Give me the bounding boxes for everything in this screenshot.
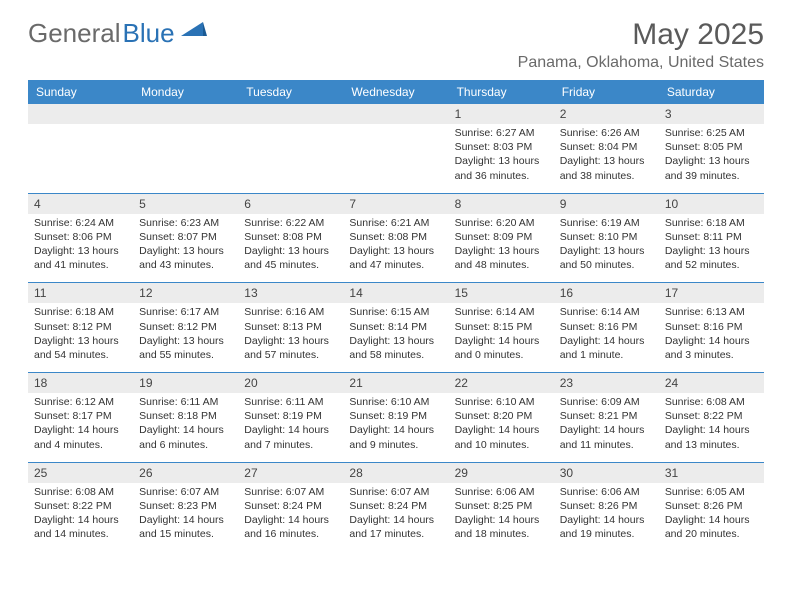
day-data-row: Sunrise: 6:18 AMSunset: 8:12 PMDaylight:… (28, 303, 764, 372)
day-number-cell: 31 (659, 462, 764, 483)
col-mon: Monday (133, 80, 238, 104)
day-data-cell: Sunrise: 6:06 AMSunset: 8:25 PMDaylight:… (449, 483, 554, 552)
day-number-cell: 11 (28, 283, 133, 304)
day-data-row: Sunrise: 6:12 AMSunset: 8:17 PMDaylight:… (28, 393, 764, 462)
day-data-cell: Sunrise: 6:23 AMSunset: 8:07 PMDaylight:… (133, 214, 238, 283)
day-number-cell (133, 104, 238, 124)
logo-text-1: General (28, 18, 121, 49)
day-data-cell: Sunrise: 6:24 AMSunset: 8:06 PMDaylight:… (28, 214, 133, 283)
day-data-cell: Sunrise: 6:26 AMSunset: 8:04 PMDaylight:… (554, 124, 659, 193)
day-data-cell: Sunrise: 6:08 AMSunset: 8:22 PMDaylight:… (659, 393, 764, 462)
day-number-cell: 13 (238, 283, 343, 304)
day-number-cell: 5 (133, 193, 238, 214)
day-data-row: Sunrise: 6:27 AMSunset: 8:03 PMDaylight:… (28, 124, 764, 193)
daynum-row: 45678910 (28, 193, 764, 214)
daynum-row: 123 (28, 104, 764, 124)
day-data-cell (238, 124, 343, 193)
col-wed: Wednesday (343, 80, 448, 104)
day-data-row: Sunrise: 6:24 AMSunset: 8:06 PMDaylight:… (28, 214, 764, 283)
day-number-cell: 30 (554, 462, 659, 483)
day-data-cell: Sunrise: 6:25 AMSunset: 8:05 PMDaylight:… (659, 124, 764, 193)
day-number-cell: 28 (343, 462, 448, 483)
day-number-cell: 21 (343, 373, 448, 394)
day-data-cell: Sunrise: 6:14 AMSunset: 8:15 PMDaylight:… (449, 303, 554, 372)
day-data-cell (133, 124, 238, 193)
day-data-cell: Sunrise: 6:07 AMSunset: 8:23 PMDaylight:… (133, 483, 238, 552)
day-data-cell: Sunrise: 6:18 AMSunset: 8:12 PMDaylight:… (28, 303, 133, 372)
location-text: Panama, Oklahoma, United States (518, 54, 764, 72)
day-data-cell: Sunrise: 6:17 AMSunset: 8:12 PMDaylight:… (133, 303, 238, 372)
day-data-row: Sunrise: 6:08 AMSunset: 8:22 PMDaylight:… (28, 483, 764, 552)
day-data-cell: Sunrise: 6:10 AMSunset: 8:20 PMDaylight:… (449, 393, 554, 462)
title-block: May 2025 Panama, Oklahoma, United States (518, 18, 764, 72)
day-data-cell: Sunrise: 6:16 AMSunset: 8:13 PMDaylight:… (238, 303, 343, 372)
calendar-table: Sunday Monday Tuesday Wednesday Thursday… (28, 80, 764, 551)
day-number-cell: 18 (28, 373, 133, 394)
month-title: May 2025 (518, 18, 764, 52)
day-number-cell: 9 (554, 193, 659, 214)
day-data-cell (28, 124, 133, 193)
day-number-cell (343, 104, 448, 124)
day-number-cell: 22 (449, 373, 554, 394)
day-data-cell: Sunrise: 6:07 AMSunset: 8:24 PMDaylight:… (238, 483, 343, 552)
day-number-cell: 16 (554, 283, 659, 304)
day-data-cell: Sunrise: 6:13 AMSunset: 8:16 PMDaylight:… (659, 303, 764, 372)
day-data-cell: Sunrise: 6:12 AMSunset: 8:17 PMDaylight:… (28, 393, 133, 462)
logo: GeneralBlue (28, 18, 207, 49)
day-number-cell: 1 (449, 104, 554, 124)
day-data-cell: Sunrise: 6:07 AMSunset: 8:24 PMDaylight:… (343, 483, 448, 552)
logo-text-2: Blue (123, 18, 175, 49)
col-sun: Sunday (28, 80, 133, 104)
day-number-cell: 7 (343, 193, 448, 214)
col-sat: Saturday (659, 80, 764, 104)
day-number-cell: 4 (28, 193, 133, 214)
daynum-row: 25262728293031 (28, 462, 764, 483)
col-tue: Tuesday (238, 80, 343, 104)
day-data-cell: Sunrise: 6:11 AMSunset: 8:18 PMDaylight:… (133, 393, 238, 462)
logo-triangle-icon (181, 22, 207, 45)
day-number-cell: 19 (133, 373, 238, 394)
day-number-cell: 14 (343, 283, 448, 304)
col-fri: Friday (554, 80, 659, 104)
weekday-header-row: Sunday Monday Tuesday Wednesday Thursday… (28, 80, 764, 104)
day-number-cell: 3 (659, 104, 764, 124)
day-number-cell: 15 (449, 283, 554, 304)
day-data-cell: Sunrise: 6:10 AMSunset: 8:19 PMDaylight:… (343, 393, 448, 462)
day-number-cell: 24 (659, 373, 764, 394)
daynum-row: 11121314151617 (28, 283, 764, 304)
day-number-cell: 10 (659, 193, 764, 214)
day-number-cell: 27 (238, 462, 343, 483)
header: GeneralBlue May 2025 Panama, Oklahoma, U… (28, 18, 764, 72)
day-data-cell: Sunrise: 6:14 AMSunset: 8:16 PMDaylight:… (554, 303, 659, 372)
day-number-cell: 23 (554, 373, 659, 394)
day-data-cell: Sunrise: 6:08 AMSunset: 8:22 PMDaylight:… (28, 483, 133, 552)
day-number-cell: 6 (238, 193, 343, 214)
day-data-cell: Sunrise: 6:15 AMSunset: 8:14 PMDaylight:… (343, 303, 448, 372)
day-number-cell: 26 (133, 462, 238, 483)
daynum-row: 18192021222324 (28, 373, 764, 394)
day-data-cell: Sunrise: 6:22 AMSunset: 8:08 PMDaylight:… (238, 214, 343, 283)
day-data-cell: Sunrise: 6:21 AMSunset: 8:08 PMDaylight:… (343, 214, 448, 283)
day-data-cell: Sunrise: 6:27 AMSunset: 8:03 PMDaylight:… (449, 124, 554, 193)
day-number-cell: 25 (28, 462, 133, 483)
day-data-cell: Sunrise: 6:05 AMSunset: 8:26 PMDaylight:… (659, 483, 764, 552)
day-number-cell (28, 104, 133, 124)
day-data-cell: Sunrise: 6:18 AMSunset: 8:11 PMDaylight:… (659, 214, 764, 283)
day-data-cell: Sunrise: 6:20 AMSunset: 8:09 PMDaylight:… (449, 214, 554, 283)
day-number-cell: 17 (659, 283, 764, 304)
day-number-cell: 29 (449, 462, 554, 483)
day-data-cell (343, 124, 448, 193)
col-thu: Thursday (449, 80, 554, 104)
day-number-cell: 2 (554, 104, 659, 124)
day-number-cell: 12 (133, 283, 238, 304)
day-number-cell: 20 (238, 373, 343, 394)
day-data-cell: Sunrise: 6:09 AMSunset: 8:21 PMDaylight:… (554, 393, 659, 462)
day-data-cell: Sunrise: 6:06 AMSunset: 8:26 PMDaylight:… (554, 483, 659, 552)
day-data-cell: Sunrise: 6:19 AMSunset: 8:10 PMDaylight:… (554, 214, 659, 283)
day-number-cell (238, 104, 343, 124)
day-number-cell: 8 (449, 193, 554, 214)
day-data-cell: Sunrise: 6:11 AMSunset: 8:19 PMDaylight:… (238, 393, 343, 462)
